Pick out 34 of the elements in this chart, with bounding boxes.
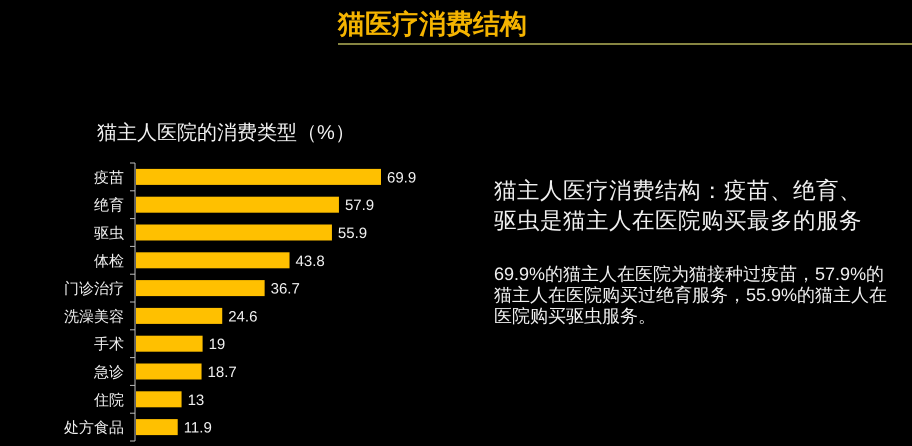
y-tick-label: 手术	[94, 336, 124, 354]
bar	[136, 168, 381, 185]
text: 69.9%的猫主人在医院为猫接种过疫苗，57.9%的猫主人在医院购买过绝育服务，55.9%的猫主人在医院购买驱虫服务。	[494, 264, 888, 327]
y-tick-label: 处方食品	[64, 420, 124, 437]
bar	[136, 364, 202, 380]
data-label: 57.9	[344, 197, 374, 214]
chart-subtitle: 猫主人医院的消费类型（%）	[97, 121, 355, 144]
bar	[136, 419, 178, 436]
y-tick-label: 门诊治疗	[64, 280, 124, 298]
y-tick-label: 洗澡美容	[64, 308, 124, 326]
data-label: 24.6	[228, 308, 258, 326]
bar	[136, 308, 222, 324]
data-label: 43.8	[296, 252, 325, 270]
y-tick-label: 急诊	[93, 364, 124, 381]
bar	[136, 224, 332, 240]
y-tick-label: 绝育	[94, 197, 124, 214]
y-tick-label: 住院	[93, 392, 124, 409]
data-label: 36.7	[270, 280, 300, 298]
bar	[136, 280, 265, 296]
data-label: 13	[188, 392, 204, 409]
text: 猫主人医疗消费结构：疫苗、绝育、驱虫是猫主人在医院购买最多的服务	[494, 177, 863, 235]
bar	[136, 252, 290, 268]
bar	[136, 336, 203, 352]
y-tick-label: 驱虫	[94, 225, 124, 242]
data-label: 11.9	[184, 420, 212, 437]
data-label: 55.9	[338, 225, 368, 242]
y-tick-label: 体检	[94, 252, 124, 270]
data-label: 69.9	[387, 169, 416, 186]
chart-title: 猫医疗消费结构	[337, 9, 527, 39]
data-label: 19	[208, 336, 226, 354]
data-label: 18.7	[208, 364, 237, 381]
bar	[136, 196, 339, 213]
bar	[136, 391, 182, 408]
y-tick-label: 疫苗	[94, 169, 124, 186]
